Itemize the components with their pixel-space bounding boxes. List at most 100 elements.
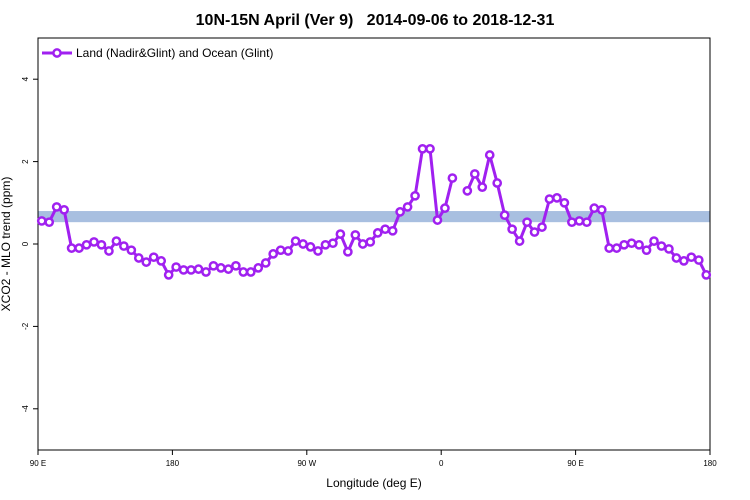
data-point [649, 236, 659, 246]
data-point [74, 243, 84, 253]
data-point [350, 230, 361, 240]
data-point [701, 270, 712, 280]
data-point [440, 203, 450, 214]
y-tick-label: 4 [21, 76, 30, 81]
data-point [432, 215, 443, 225]
data-point [589, 203, 600, 214]
data-point [559, 197, 570, 208]
data-point [156, 256, 167, 266]
chart-title: 10N-15N April (Ver 9) 2014-09-06 to 2018… [196, 12, 555, 29]
data-point [298, 239, 308, 249]
data-point [328, 238, 338, 249]
data-point [693, 255, 704, 265]
data-point [477, 182, 488, 192]
data-point [141, 257, 152, 267]
data-point [679, 256, 689, 266]
data-point [372, 228, 383, 238]
data-point [208, 260, 219, 271]
data-point [380, 224, 391, 235]
data-point [51, 202, 62, 212]
data-point [581, 217, 592, 228]
data-point [522, 217, 532, 228]
data-point [417, 143, 428, 154]
data-point [425, 143, 435, 154]
data-point [596, 204, 607, 215]
data-point [178, 265, 189, 275]
data-point [133, 253, 144, 263]
data-point [507, 224, 517, 235]
data-point [529, 227, 540, 237]
data-point [193, 264, 204, 274]
data-point [245, 267, 256, 277]
data-point [223, 264, 234, 274]
data-point [499, 210, 510, 221]
data-point [268, 249, 279, 259]
data-point [253, 263, 264, 273]
data-point [619, 239, 629, 250]
x-tick-label: 180 [703, 459, 717, 468]
data-point [96, 239, 107, 250]
data-point [335, 229, 346, 239]
data-point [104, 246, 114, 256]
data-point [462, 186, 473, 196]
data-point [357, 239, 368, 249]
data-point [656, 241, 667, 251]
data-point [484, 150, 495, 160]
data-point [81, 239, 92, 250]
data-point [111, 236, 122, 246]
data-point [186, 265, 196, 275]
data-point [59, 204, 69, 215]
data-point [231, 260, 241, 271]
data-point [469, 169, 480, 179]
data-point [89, 237, 99, 247]
data-point [260, 258, 271, 268]
data-point [163, 270, 174, 280]
x-tick-label: 0 [439, 459, 444, 468]
x-axis-label: Longitude (deg E) [326, 476, 421, 490]
data-point [544, 194, 555, 204]
data-point [410, 190, 420, 201]
data-point [402, 202, 413, 212]
y-tick-label: -4 [21, 405, 30, 413]
data-point [66, 243, 77, 253]
data-point [552, 193, 562, 203]
x-tick-label: 90 E [567, 459, 583, 468]
data-point [387, 225, 398, 236]
data-point [664, 244, 674, 254]
data-point [305, 242, 316, 252]
data-point [537, 222, 547, 232]
y-tick-label: -2 [21, 322, 30, 330]
data-point [567, 217, 577, 228]
data-point [686, 252, 697, 263]
data-point [611, 243, 622, 253]
data-point [290, 236, 301, 246]
data-point [216, 263, 226, 273]
data-point [343, 246, 353, 257]
y-tick-label: 0 [21, 241, 30, 246]
data-point [201, 267, 211, 277]
x-tick-label: 90 E [30, 459, 46, 468]
data-point [641, 245, 652, 256]
data-point [320, 239, 331, 250]
data-point [671, 253, 682, 263]
data-point [148, 252, 159, 263]
x-tick-label: 90 W [297, 459, 316, 468]
data-point [634, 239, 644, 250]
data-point [283, 246, 293, 256]
reference-band [38, 211, 710, 223]
legend-marker [52, 48, 62, 58]
y-axis-label: XCO2 - MLO trend (ppm) [0, 177, 13, 312]
data-point [44, 217, 55, 228]
x-tick-label: 180 [166, 459, 180, 468]
data-point [126, 245, 137, 256]
data-point [275, 245, 286, 256]
data-point [492, 178, 503, 188]
data-point [238, 267, 249, 277]
data-point [171, 262, 181, 272]
data-point [395, 207, 405, 217]
data-point [365, 237, 376, 247]
data-point [626, 238, 637, 249]
y-tick-label: 2 [21, 159, 30, 164]
data-point [574, 216, 585, 226]
